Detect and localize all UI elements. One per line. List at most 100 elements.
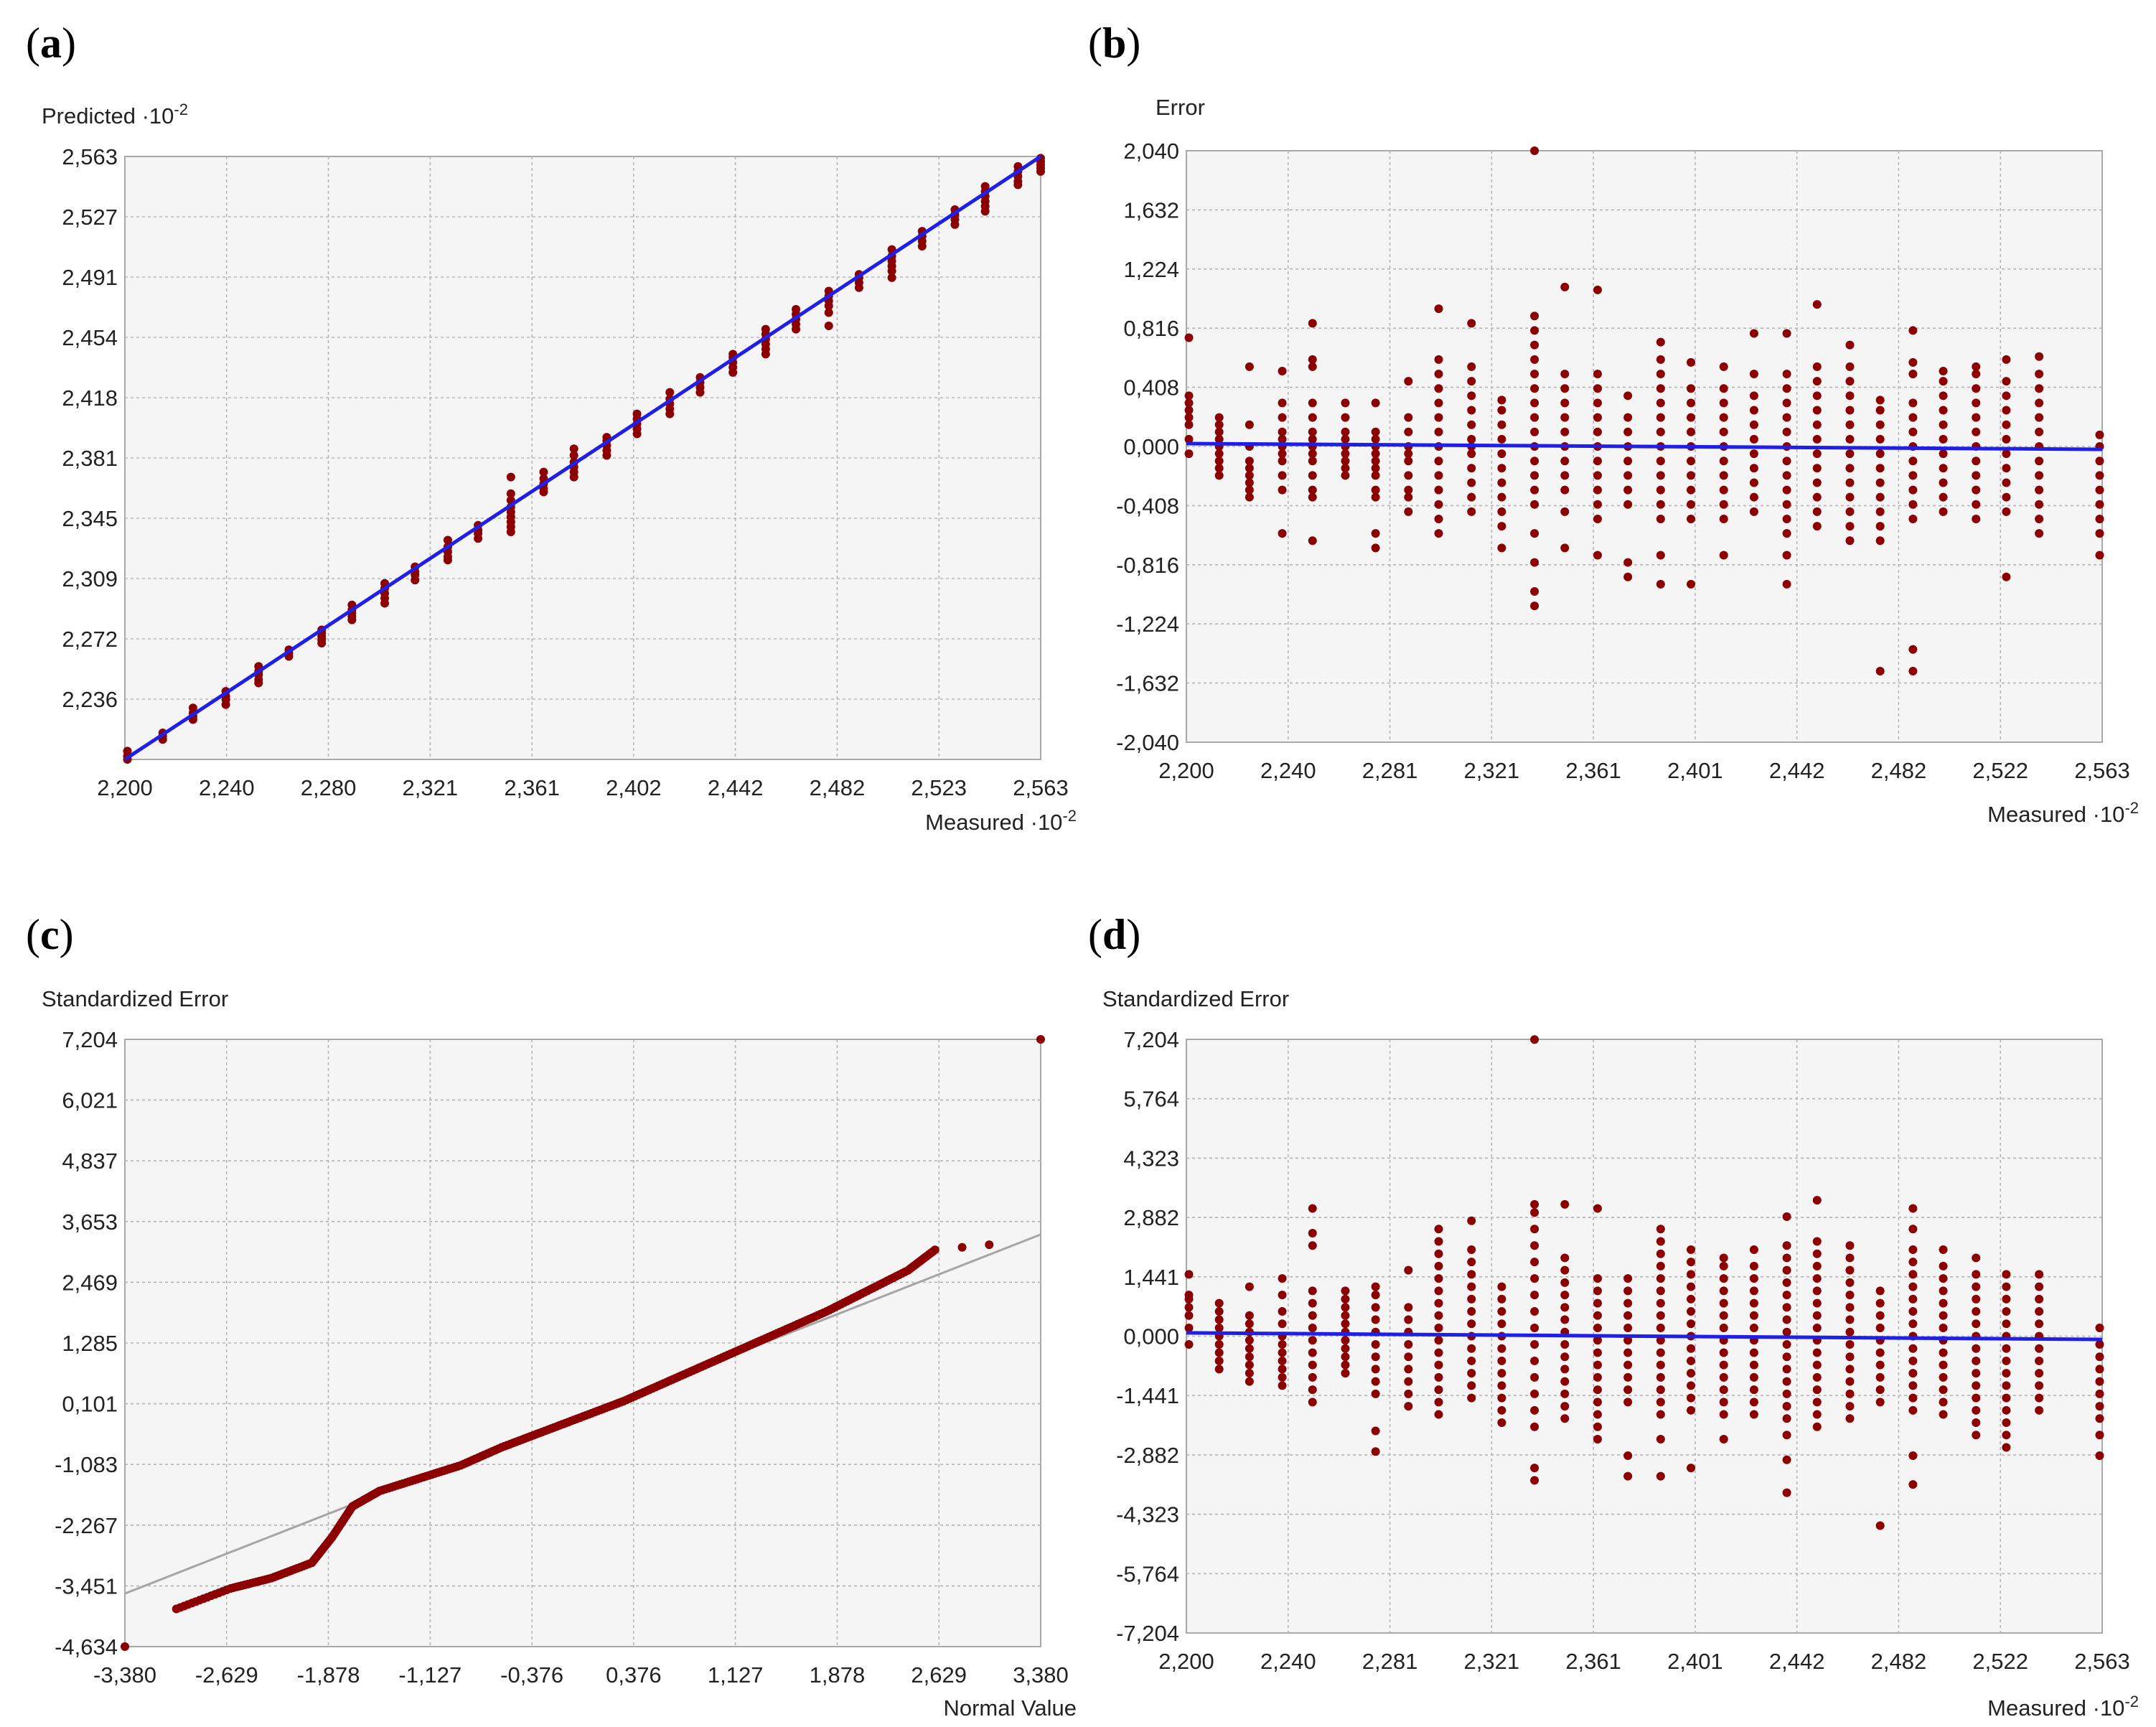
panel-d-point: [1812, 1324, 1822, 1333]
panel-c-chart: -3,380 -2,629 -1,878 -1,127 -0,376 0,376 1,127…: [55, 1027, 1069, 1688]
panel-b-point: [1656, 457, 1665, 466]
panel-d-point: [1560, 1365, 1570, 1374]
panel-b-point: [1719, 362, 1728, 371]
panel-d-point: [1875, 1298, 1885, 1308]
panel-d-point: [1308, 1324, 1317, 1333]
panel-b-point: [1812, 492, 1822, 502]
panel-b-y-tick-label: -0,408: [1116, 493, 1179, 518]
panel-d-point: [1623, 1471, 1633, 1481]
panel-b-point: [1497, 507, 1506, 516]
panel-b-point: [1845, 522, 1855, 531]
panel-d-point: [2095, 1365, 2104, 1374]
panel-b-point: [1782, 398, 1791, 408]
panel-b-point: [1908, 357, 1918, 367]
panel-d-point: [1467, 1307, 1476, 1316]
panel-d-x-tick-label: 2,482: [1871, 1649, 1927, 1674]
panel-b-point: [2035, 370, 2044, 379]
panel-d-x-tick-label: 2,563: [2074, 1649, 2130, 1674]
panel-b-point: [1908, 370, 1918, 379]
panel-b-point: [1214, 434, 1224, 444]
panel-d-point: [1845, 1365, 1855, 1374]
panel-b-point: [1434, 384, 1443, 393]
panel-b-point: [1404, 485, 1413, 495]
panel-d-point: [1782, 1431, 1791, 1440]
panel-d-point: [1245, 1369, 1254, 1378]
panel-b-point: [1749, 507, 1758, 516]
panel-b-point: [1908, 485, 1918, 495]
panel-b-point: [1467, 464, 1476, 473]
panel-b-point: [1530, 529, 1539, 538]
panel-d-point: [1341, 1286, 1350, 1296]
panel-d-point: [1308, 1348, 1317, 1357]
panel-b-point: [1656, 427, 1665, 436]
panel-d-point: [1371, 1365, 1380, 1374]
panel-b-point: [1560, 485, 1570, 495]
panel-d-point: [1497, 1307, 1506, 1316]
panel-b-point: [1245, 420, 1254, 429]
panel-d-y-tick-label: -1,441: [1116, 1383, 1179, 1408]
panel-d-point: [1623, 1398, 1633, 1407]
panel-d-point: [1434, 1348, 1443, 1357]
panel-b-point: [1875, 464, 1885, 473]
panel-b-point: [1875, 420, 1885, 429]
panel-d-point: [1214, 1348, 1224, 1357]
panel-b-point: [1623, 471, 1633, 480]
panel-b-point: [1593, 457, 1602, 466]
panel-b-point: [1687, 485, 1696, 495]
panel-d-point: [1656, 1360, 1665, 1370]
panel-d-point: [1687, 1464, 1696, 1473]
panel-a-point: [506, 472, 515, 482]
panel-d-point: [1434, 1324, 1443, 1333]
panel-d-point: [1656, 1398, 1665, 1407]
panel-d-point: [1404, 1339, 1413, 1349]
panel-d-point: [1371, 1352, 1380, 1362]
panel-c-y-tick-label: 3,653: [62, 1209, 118, 1235]
panel-b-point: [1719, 427, 1728, 436]
panel-d-point: [1812, 1311, 1822, 1320]
panel-d-point: [1530, 1208, 1539, 1217]
panel-d-point: [1404, 1352, 1413, 1362]
panel-d-point: [2035, 1393, 2044, 1403]
panel-d-point: [2002, 1369, 2011, 1378]
panel-b-point: [1972, 485, 1981, 495]
panel-d-point: [1845, 1414, 1855, 1423]
panel-b-point: [1371, 398, 1380, 408]
panel-b-point: [1434, 471, 1443, 480]
panel-d-point: [1749, 1348, 1758, 1357]
panel-b-point: [1530, 326, 1539, 335]
panel-b-point: [1939, 366, 1948, 375]
panel-d-point: [1908, 1480, 1918, 1489]
panel-b-point: [2035, 471, 2044, 480]
panel-d-point: [1782, 1291, 1791, 1300]
panel-b-point: [1656, 398, 1665, 408]
panel-d-points: [1184, 1035, 2104, 1530]
panel-d-point: [1371, 1447, 1380, 1456]
panel-d-point: [1184, 1311, 1194, 1320]
panel-d-point: [1939, 1298, 1948, 1308]
panel-b-y-tick-label: 0,408: [1123, 375, 1179, 401]
panel-b-point: [1972, 457, 1981, 466]
panel-b-point: [1593, 370, 1602, 379]
panel-d-point: [1184, 1339, 1194, 1349]
panel-b-point: [1719, 551, 1728, 560]
panel-b-point: [1782, 529, 1791, 538]
panel-d-point: [1530, 1476, 1539, 1485]
panel-d-point: [1278, 1372, 1287, 1382]
panel-d-point: [1530, 1258, 1539, 1267]
panel-b-point: [1245, 478, 1254, 487]
panel-b-point: [1245, 492, 1254, 502]
panel-b-point: [1687, 514, 1696, 523]
panel-d-point: [1687, 1294, 1696, 1304]
panel-d-point: [1308, 1204, 1317, 1213]
panel-b-point: [1497, 434, 1506, 444]
panel-b-point: [1719, 413, 1728, 422]
panel-d-point: [1782, 1389, 1791, 1398]
panel-b-point: [1530, 471, 1539, 480]
panel-b-point: [1939, 434, 1948, 444]
panel-b-point: [1560, 507, 1570, 516]
panel-b-point: [1656, 551, 1665, 560]
panel-a-point: [824, 322, 833, 331]
panel-b-point: [1560, 384, 1570, 393]
panel-a-y-tick-label: 2,563: [62, 144, 118, 169]
panel-b-point: [2095, 514, 2104, 523]
